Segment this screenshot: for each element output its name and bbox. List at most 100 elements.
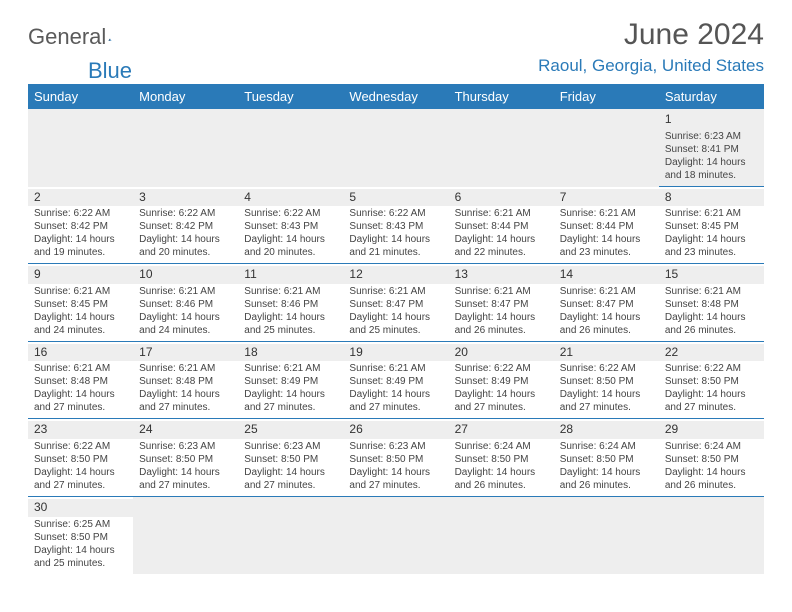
calendar-cell: 3Sunrise: 6:22 AMSunset: 8:42 PMDaylight… (133, 187, 238, 265)
calendar-cell: 4Sunrise: 6:22 AMSunset: 8:43 PMDaylight… (238, 187, 343, 265)
daylight-text: Daylight: 14 hours and 24 minutes. (34, 311, 127, 337)
sunrise-text: Sunrise: 6:24 AM (455, 440, 548, 453)
calendar-cell: 2Sunrise: 6:22 AMSunset: 8:42 PMDaylight… (28, 187, 133, 265)
daylight-text: Daylight: 14 hours and 27 minutes. (244, 466, 337, 492)
sunset-text: Sunset: 8:47 PM (560, 298, 653, 311)
sunrise-text: Sunrise: 6:21 AM (34, 285, 127, 298)
sunset-text: Sunset: 8:45 PM (665, 220, 758, 233)
calendar-row: 9Sunrise: 6:21 AMSunset: 8:45 PMDaylight… (28, 264, 764, 342)
calendar-cell: 16Sunrise: 6:21 AMSunset: 8:48 PMDayligh… (28, 342, 133, 420)
day-number: 27 (449, 421, 554, 439)
sunrise-text: Sunrise: 6:21 AM (665, 285, 758, 298)
logo-text-blue: Blue (88, 58, 132, 84)
daylight-text: Daylight: 14 hours and 22 minutes. (455, 233, 548, 259)
sunset-text: Sunset: 8:50 PM (665, 375, 758, 388)
calendar-cell: 29Sunrise: 6:24 AMSunset: 8:50 PMDayligh… (659, 419, 764, 497)
daylight-text: Daylight: 14 hours and 26 minutes. (455, 466, 548, 492)
calendar-cell: 13Sunrise: 6:21 AMSunset: 8:47 PMDayligh… (449, 264, 554, 342)
sunrise-text: Sunrise: 6:23 AM (665, 130, 758, 143)
daylight-text: Daylight: 14 hours and 20 minutes. (244, 233, 337, 259)
sunrise-text: Sunrise: 6:22 AM (34, 207, 127, 220)
sunrise-text: Sunrise: 6:24 AM (665, 440, 758, 453)
daylight-text: Daylight: 14 hours and 25 minutes. (349, 311, 442, 337)
calendar-cell: 15Sunrise: 6:21 AMSunset: 8:48 PMDayligh… (659, 264, 764, 342)
sunset-text: Sunset: 8:48 PM (34, 375, 127, 388)
daylight-text: Daylight: 14 hours and 27 minutes. (244, 388, 337, 414)
day-number: 19 (343, 344, 448, 362)
sunrise-text: Sunrise: 6:21 AM (244, 285, 337, 298)
daylight-text: Daylight: 14 hours and 27 minutes. (349, 388, 442, 414)
daylight-text: Daylight: 14 hours and 27 minutes. (455, 388, 548, 414)
daylight-text: Daylight: 14 hours and 27 minutes. (665, 388, 758, 414)
day-number: 8 (659, 189, 764, 207)
daylight-text: Daylight: 14 hours and 25 minutes. (34, 544, 127, 570)
day-number: 18 (238, 344, 343, 362)
calendar-cell: 28Sunrise: 6:24 AMSunset: 8:50 PMDayligh… (554, 419, 659, 497)
weekday-header-row: SundayMondayTuesdayWednesdayThursdayFrid… (28, 84, 764, 109)
calendar-cell: 17Sunrise: 6:21 AMSunset: 8:48 PMDayligh… (133, 342, 238, 420)
calendar-cell: 25Sunrise: 6:23 AMSunset: 8:50 PMDayligh… (238, 419, 343, 497)
weekday-header: Saturday (659, 84, 764, 109)
calendar-cell: 1Sunrise: 6:23 AMSunset: 8:41 PMDaylight… (659, 109, 764, 187)
weekday-header: Monday (133, 84, 238, 109)
sunset-text: Sunset: 8:44 PM (560, 220, 653, 233)
weekday-header: Wednesday (343, 84, 448, 109)
daylight-text: Daylight: 14 hours and 27 minutes. (139, 466, 232, 492)
location-subtitle: Raoul, Georgia, United States (538, 56, 764, 76)
calendar-cell: 22Sunrise: 6:22 AMSunset: 8:50 PMDayligh… (659, 342, 764, 420)
calendar-row: 1Sunrise: 6:23 AMSunset: 8:41 PMDaylight… (28, 109, 764, 187)
day-number: 26 (343, 421, 448, 439)
daylight-text: Daylight: 14 hours and 23 minutes. (665, 233, 758, 259)
page-title: June 2024 (624, 18, 764, 52)
sunrise-text: Sunrise: 6:22 AM (455, 362, 548, 375)
day-number: 21 (554, 344, 659, 362)
sunrise-text: Sunrise: 6:21 AM (139, 362, 232, 375)
sunset-text: Sunset: 8:50 PM (34, 531, 127, 544)
day-number: 5 (343, 189, 448, 207)
calendar-cell (659, 497, 764, 574)
calendar-cell: 7Sunrise: 6:21 AMSunset: 8:44 PMDaylight… (554, 187, 659, 265)
weekday-header: Sunday (28, 84, 133, 109)
sunset-text: Sunset: 8:50 PM (139, 453, 232, 466)
day-number: 6 (449, 189, 554, 207)
calendar-row: 30Sunrise: 6:25 AMSunset: 8:50 PMDayligh… (28, 497, 764, 574)
calendar-cell: 19Sunrise: 6:21 AMSunset: 8:49 PMDayligh… (343, 342, 448, 420)
calendar-cell: 18Sunrise: 6:21 AMSunset: 8:49 PMDayligh… (238, 342, 343, 420)
day-number: 30 (28, 499, 133, 517)
day-number: 22 (659, 344, 764, 362)
sunset-text: Sunset: 8:50 PM (34, 453, 127, 466)
daylight-text: Daylight: 14 hours and 27 minutes. (34, 388, 127, 414)
sunrise-text: Sunrise: 6:22 AM (34, 440, 127, 453)
day-number: 15 (659, 266, 764, 284)
calendar-cell (133, 497, 238, 574)
sunrise-text: Sunrise: 6:21 AM (455, 207, 548, 220)
daylight-text: Daylight: 14 hours and 26 minutes. (665, 466, 758, 492)
calendar-cell (554, 109, 659, 187)
day-number: 10 (133, 266, 238, 284)
sunset-text: Sunset: 8:42 PM (139, 220, 232, 233)
daylight-text: Daylight: 14 hours and 26 minutes. (560, 311, 653, 337)
sunset-text: Sunset: 8:48 PM (665, 298, 758, 311)
calendar-cell: 27Sunrise: 6:24 AMSunset: 8:50 PMDayligh… (449, 419, 554, 497)
sunset-text: Sunset: 8:44 PM (455, 220, 548, 233)
day-number: 12 (343, 266, 448, 284)
daylight-text: Daylight: 14 hours and 21 minutes. (349, 233, 442, 259)
sunrise-text: Sunrise: 6:23 AM (139, 440, 232, 453)
calendar-body: 1Sunrise: 6:23 AMSunset: 8:41 PMDaylight… (28, 109, 764, 574)
daylight-text: Daylight: 14 hours and 27 minutes. (349, 466, 442, 492)
sunrise-text: Sunrise: 6:22 AM (244, 207, 337, 220)
calendar-cell (343, 109, 448, 187)
daylight-text: Daylight: 14 hours and 18 minutes. (665, 156, 758, 182)
sunrise-text: Sunrise: 6:21 AM (560, 207, 653, 220)
calendar-cell (554, 497, 659, 574)
daylight-text: Daylight: 14 hours and 23 minutes. (560, 233, 653, 259)
calendar-cell: 30Sunrise: 6:25 AMSunset: 8:50 PMDayligh… (28, 497, 133, 574)
sunrise-text: Sunrise: 6:23 AM (244, 440, 337, 453)
calendar-row: 23Sunrise: 6:22 AMSunset: 8:50 PMDayligh… (28, 419, 764, 497)
daylight-text: Daylight: 14 hours and 26 minutes. (560, 466, 653, 492)
sunrise-text: Sunrise: 6:21 AM (560, 285, 653, 298)
day-number: 11 (238, 266, 343, 284)
sunrise-text: Sunrise: 6:22 AM (349, 207, 442, 220)
day-number: 4 (238, 189, 343, 207)
sunrise-text: Sunrise: 6:21 AM (139, 285, 232, 298)
